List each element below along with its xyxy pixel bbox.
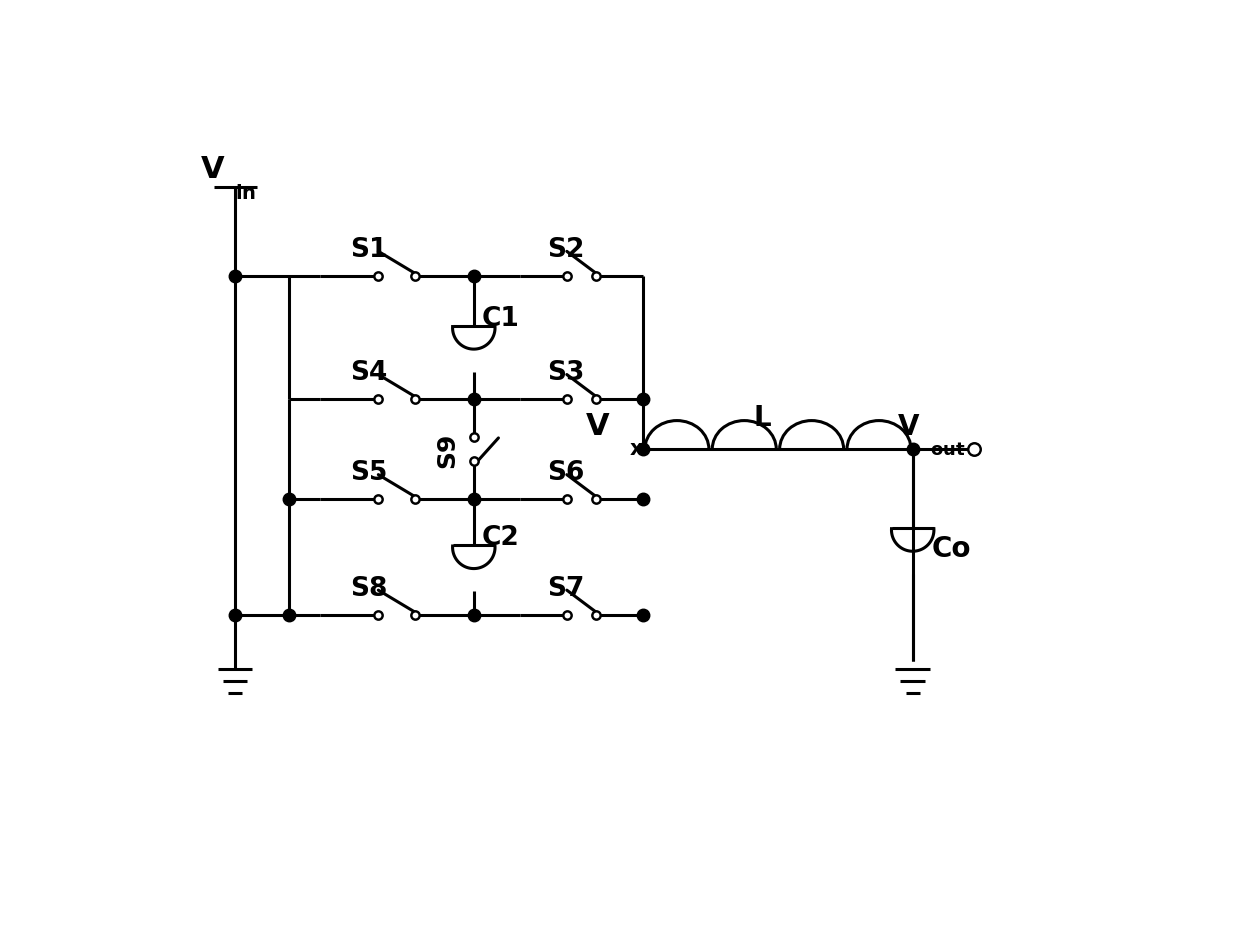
Text: S8: S8 bbox=[351, 576, 388, 602]
Text: S2: S2 bbox=[547, 237, 584, 263]
Text: S1: S1 bbox=[351, 237, 388, 263]
Text: S7: S7 bbox=[547, 576, 584, 602]
Text: $\mathbf{in}$: $\mathbf{in}$ bbox=[236, 184, 257, 202]
Text: S9: S9 bbox=[435, 433, 459, 468]
Text: S6: S6 bbox=[547, 460, 584, 486]
Text: L: L bbox=[754, 404, 771, 432]
Text: $\mathbf{V}$: $\mathbf{V}$ bbox=[201, 155, 226, 184]
Text: $\mathbf{x}$: $\mathbf{x}$ bbox=[630, 439, 645, 459]
Text: C2: C2 bbox=[481, 525, 520, 551]
Text: $\mathbf{V}$: $\mathbf{V}$ bbox=[585, 412, 611, 441]
Text: $\mathbf{V}$: $\mathbf{V}$ bbox=[898, 413, 920, 441]
Text: S3: S3 bbox=[547, 360, 584, 386]
Text: $\mathbf{out}$: $\mathbf{out}$ bbox=[930, 441, 965, 459]
Text: S4: S4 bbox=[351, 360, 388, 386]
Text: S5: S5 bbox=[351, 460, 388, 486]
Text: Co: Co bbox=[932, 535, 971, 563]
Text: C1: C1 bbox=[481, 306, 520, 332]
